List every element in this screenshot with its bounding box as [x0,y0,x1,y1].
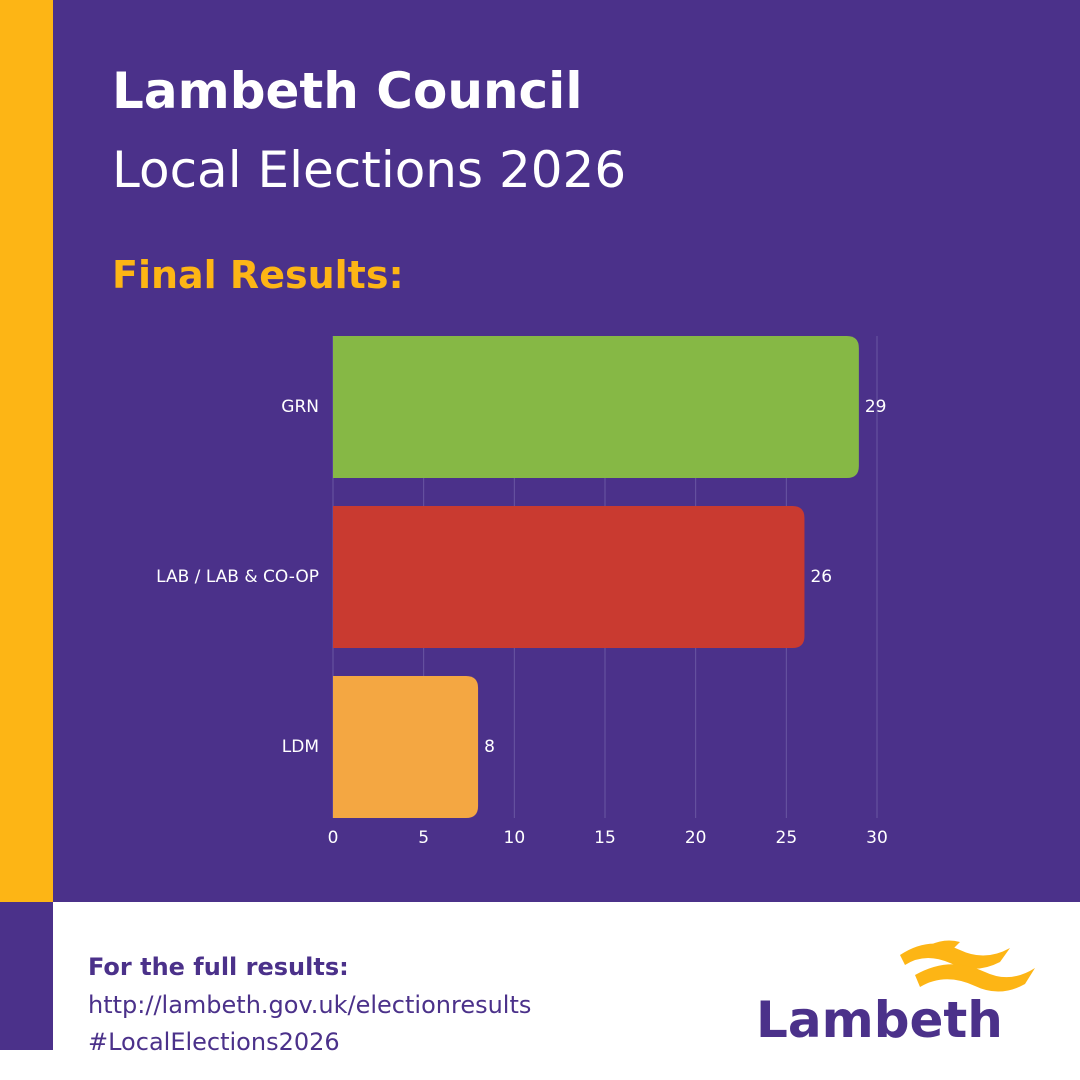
x-tick-label: 0 [328,828,339,848]
footer-hashtag: #LocalElections2026 [88,1028,340,1056]
side-stripe [0,902,53,1050]
y-tick-label: GRN [281,397,319,417]
x-tick-label: 10 [504,828,526,848]
footer-background [0,902,1080,1080]
footer-prompt: For the full results: [88,953,349,981]
y-tick-label: LDM [282,737,319,757]
title: Lambeth Council [112,62,582,120]
y-tick-label: LAB / LAB & CO-OP [156,567,319,587]
value-label: 26 [810,567,832,587]
footer-url[interactable]: http://lambeth.gov.uk/electionresults [88,991,531,1019]
bar [333,506,805,648]
logo-text: Lambeth [756,991,1003,1049]
bar [333,676,479,818]
x-tick-label: 30 [866,828,888,848]
chart: 0 5 10 15 20 25 30 29 GRN 26 LAB / LAB & CO-OP 8 LDM [156,336,888,848]
side-stripe [0,0,53,902]
bar [333,336,859,478]
subtitle: Local Elections 2026 [112,141,626,199]
value-label: 8 [484,737,495,757]
x-tick-label: 20 [685,828,707,848]
logo-waves [900,940,1035,992]
value-label: 29 [865,397,887,417]
x-tick-label: 25 [776,828,798,848]
x-tick-label: 15 [594,828,616,848]
x-tick-label: 5 [418,828,429,848]
heading: Final Results: [112,253,404,297]
